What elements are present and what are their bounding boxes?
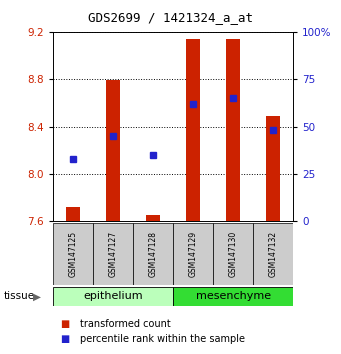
Bar	[106, 80, 120, 221]
Text: epithelium: epithelium	[83, 291, 143, 302]
Text: GSM147128: GSM147128	[149, 231, 158, 277]
Bar	[226, 39, 240, 221]
Bar	[173, 287, 293, 306]
Text: GSM147125: GSM147125	[69, 231, 77, 277]
Bar	[93, 223, 133, 285]
Text: GSM147132: GSM147132	[269, 231, 278, 277]
Text: transformed count: transformed count	[80, 319, 171, 329]
Bar	[253, 223, 293, 285]
Text: ■: ■	[60, 319, 69, 329]
Text: ■: ■	[60, 334, 69, 344]
Text: GSM147129: GSM147129	[189, 231, 197, 277]
Bar	[146, 215, 160, 221]
Text: ▶: ▶	[33, 291, 41, 302]
Text: tissue: tissue	[3, 291, 34, 302]
Bar	[173, 223, 213, 285]
Text: GSM147130: GSM147130	[229, 231, 238, 277]
Bar	[53, 287, 173, 306]
Text: GDS2699 / 1421324_a_at: GDS2699 / 1421324_a_at	[88, 11, 253, 24]
Text: percentile rank within the sample: percentile rank within the sample	[80, 334, 245, 344]
Bar	[133, 223, 173, 285]
Bar	[213, 223, 253, 285]
Bar	[266, 116, 280, 221]
Text: mesenchyme: mesenchyme	[196, 291, 271, 302]
Text: GSM147127: GSM147127	[108, 231, 117, 277]
Bar	[53, 223, 93, 285]
Bar	[66, 207, 80, 221]
Bar	[186, 39, 200, 221]
